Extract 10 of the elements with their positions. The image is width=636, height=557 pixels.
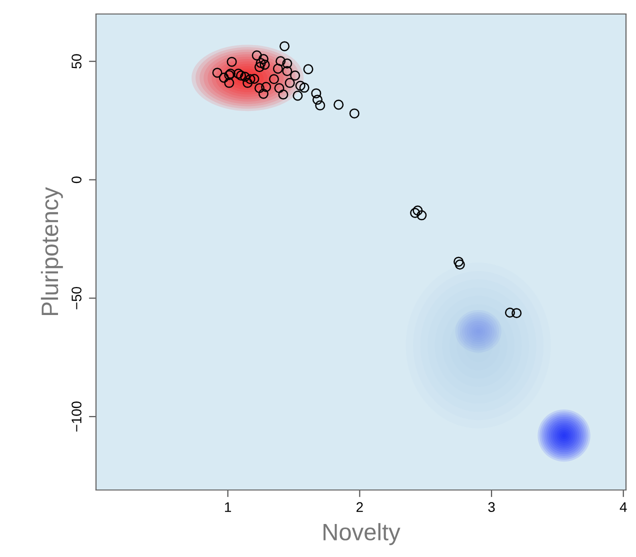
- x-tick-label: 3: [488, 502, 495, 512]
- y-tick-label: 50: [72, 54, 82, 69]
- x-tick-label: 1: [225, 502, 232, 512]
- x-axis-title: Novelty: [324, 523, 400, 546]
- y-tick-label: −100: [72, 401, 82, 432]
- y-tick-label: −50: [72, 286, 82, 310]
- x-tick-label: 4: [620, 502, 627, 512]
- y-tick-label: 0: [72, 176, 82, 184]
- y-axis-title: Pluripotency: [40, 187, 63, 316]
- x-tick-label: 2: [356, 502, 363, 512]
